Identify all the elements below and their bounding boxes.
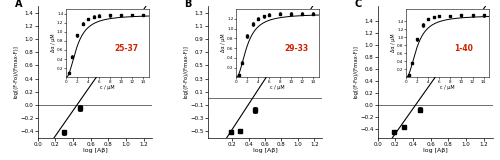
Text: A: A xyxy=(14,0,22,8)
Text: C: C xyxy=(354,0,362,8)
X-axis label: log [Aβ]: log [Aβ] xyxy=(422,148,448,153)
X-axis label: log [Aβ]: log [Aβ] xyxy=(252,148,278,153)
X-axis label: log [Aβ]: log [Aβ] xyxy=(82,148,108,153)
Text: B: B xyxy=(184,0,192,8)
Y-axis label: log[(F-Fo)/(Fmax-F)]: log[(F-Fo)/(Fmax-F)] xyxy=(14,46,18,98)
Y-axis label: log[(F-Fo)/(Fmax-F)]: log[(F-Fo)/(Fmax-F)] xyxy=(184,46,188,98)
Y-axis label: log[(F-Fo)/(Fmax-F)]: log[(F-Fo)/(Fmax-F)] xyxy=(354,46,358,98)
